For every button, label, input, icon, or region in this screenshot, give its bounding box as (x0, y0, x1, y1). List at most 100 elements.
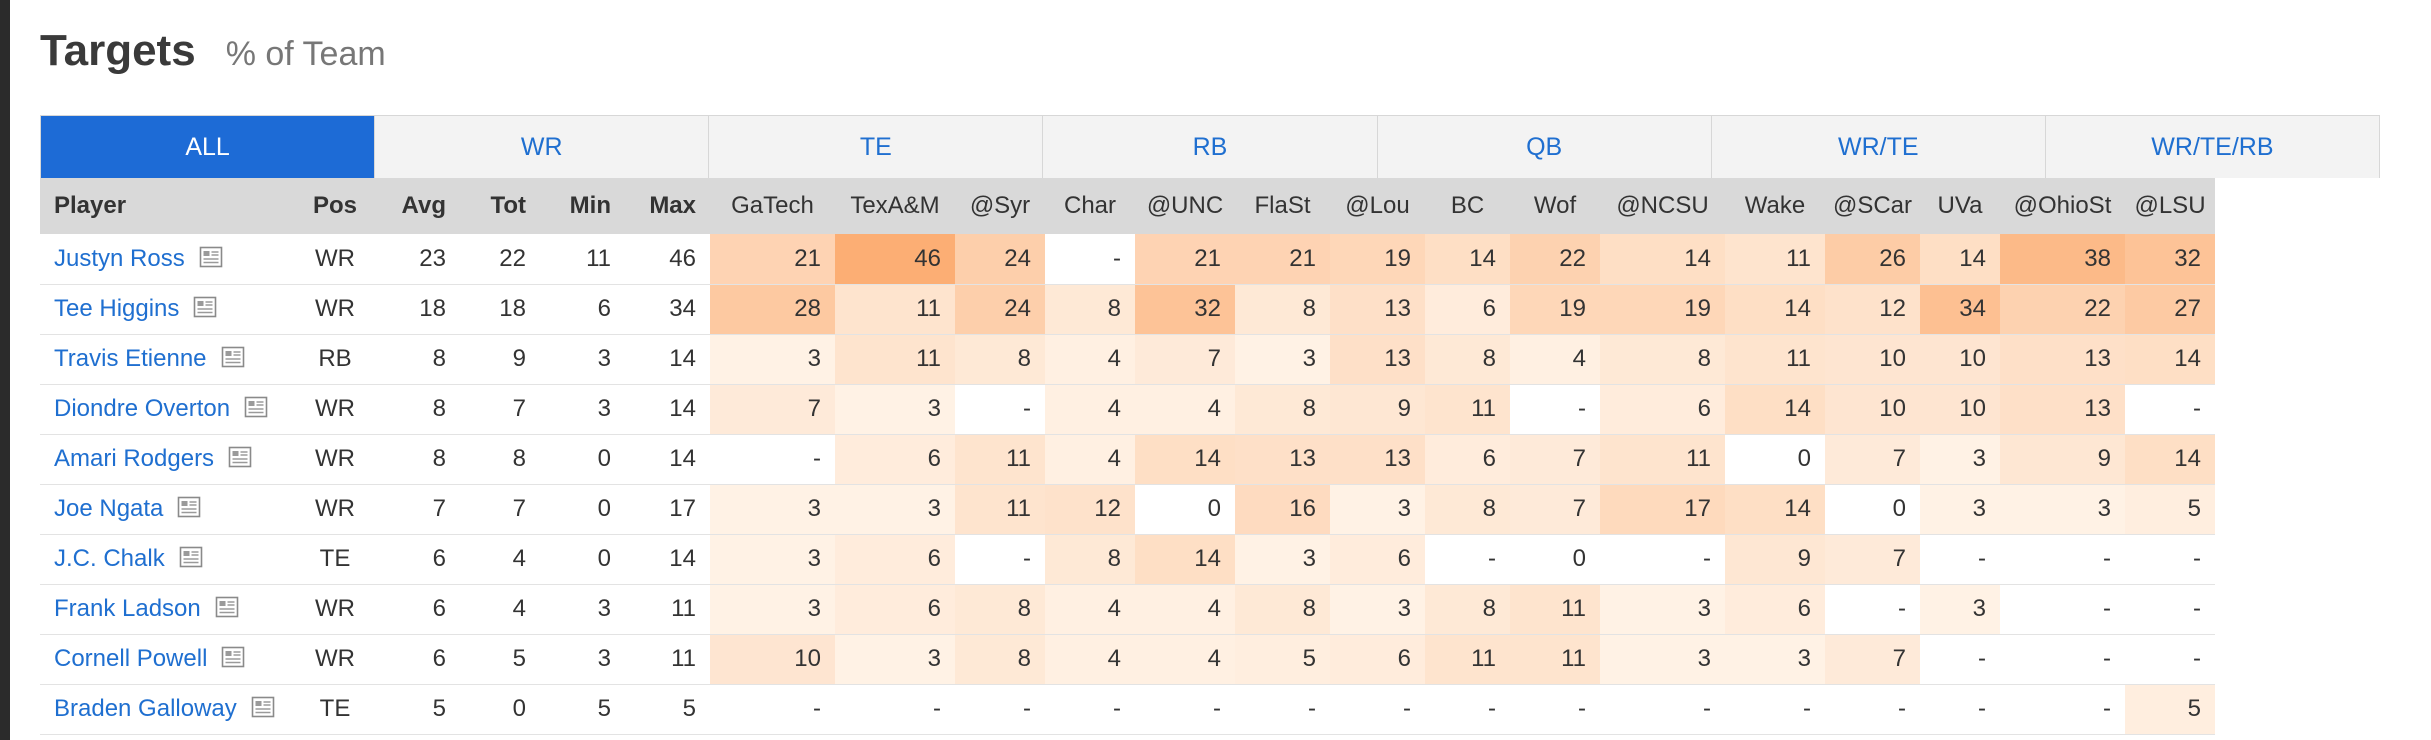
table-row: Diondre Overton WR 8 7 3 14 7 3-4 4 8 9 11-6 14 10 10 1… (40, 384, 2215, 434)
col-header-pos[interactable]: Pos (312, 192, 357, 219)
game-target-cell: 14 (1920, 234, 2000, 284)
news-icon[interactable] (251, 695, 275, 719)
game-target-cell: 11 (1425, 384, 1510, 434)
player-cell: Joe Ngata (40, 484, 290, 534)
game-target-cell: - (1578, 695, 1586, 722)
game-target-cell: 13 (2000, 334, 2125, 384)
col-header-opponent[interactable]: TexA&M (850, 192, 940, 219)
max-cell: 14 (669, 445, 696, 472)
news-icon[interactable] (221, 645, 245, 669)
col-header-opponent[interactable]: Wof (1533, 192, 1577, 219)
game-target-cell: 3 (1725, 634, 1825, 684)
tot-cell: 4 (512, 545, 526, 572)
targets-table: Player Pos Avg Tot Min Max GaTech TexA&M @Syr Cha… (40, 178, 2215, 735)
tab-te[interactable]: TE (708, 116, 1043, 178)
player-link[interactable]: J.C. Chalk (54, 545, 165, 572)
col-header-player[interactable]: Player (54, 192, 127, 219)
news-icon[interactable] (177, 495, 201, 519)
player-cell: Frank Ladson (40, 584, 290, 634)
pos-cell: WR (315, 595, 355, 622)
tab-qb[interactable]: QB (1376, 116, 1711, 178)
avg-cell: 8 (432, 445, 446, 472)
col-header-opponent[interactable]: Wake (1744, 192, 1806, 219)
player-link[interactable]: Joe Ngata (54, 495, 164, 522)
col-header-tot[interactable]: Tot (490, 192, 526, 219)
game-target-cell: 14 (1425, 234, 1510, 284)
col-header-avg[interactable]: Avg (401, 192, 446, 219)
player-link[interactable]: Justyn Ross (54, 244, 185, 272)
tab-wr[interactable]: WR (374, 116, 709, 178)
player-link[interactable]: Cornell Powell (54, 645, 208, 672)
game-target-cell: 11 (1425, 634, 1510, 684)
news-icon[interactable] (199, 245, 223, 269)
game-target-cell: - (1898, 695, 1906, 722)
col-header-opponent[interactable]: @Syr (969, 192, 1031, 219)
col-header-max[interactable]: Max (649, 192, 696, 219)
col-header-opponent[interactable]: GaTech (731, 192, 814, 219)
avg-cell: 7 (432, 495, 446, 522)
player-link[interactable]: Braden Galloway (54, 695, 237, 722)
player-link[interactable]: Travis Etienne (54, 345, 207, 372)
max-cell: 34 (669, 295, 696, 322)
game-target-cell: 3 (710, 534, 835, 584)
col-header-opponent[interactable]: BC (1450, 192, 1485, 219)
game-target-cell: 14 (1600, 234, 1725, 284)
col-header-opponent[interactable]: FlaSt (1254, 192, 1311, 219)
game-target-cell: 3 (1600, 634, 1725, 684)
tot-cell: 22 (499, 244, 526, 272)
tab-wr-te-rb[interactable]: WR/TE/RB (2044, 116, 2379, 178)
col-header-opponent[interactable]: @Lou (1345, 192, 1410, 219)
game-target-cell: 3 (1235, 334, 1330, 384)
min-cell: 6 (597, 295, 611, 322)
tab-all[interactable]: ALL (41, 116, 375, 178)
news-icon[interactable] (228, 445, 252, 469)
game-target-cell: 11 (1510, 634, 1600, 684)
game-target-cell: - (1978, 695, 1986, 722)
col-header-opponent[interactable]: UVa (1937, 192, 1983, 219)
news-icon[interactable] (179, 545, 203, 569)
player-link[interactable]: Frank Ladson (54, 595, 201, 622)
avg-cell: 8 (432, 345, 446, 372)
news-icon[interactable] (244, 395, 268, 419)
col-header-opponent[interactable]: @NCSU (1616, 192, 1709, 219)
news-icon[interactable] (215, 595, 239, 619)
pos-cell: WR (315, 395, 355, 422)
game-target-cell: 3 (710, 334, 835, 384)
avg-cell: 6 (432, 545, 446, 572)
game-target-cell: 0 (1892, 495, 1906, 522)
min-cell: 0 (597, 545, 611, 572)
game-target-cell: 13 (2000, 384, 2125, 434)
game-target-cell: 11 (1725, 234, 1825, 284)
player-link[interactable]: Diondre Overton (54, 395, 231, 422)
col-header-opponent[interactable]: @LSU (2134, 192, 2206, 219)
col-header-opponent[interactable]: Char (1063, 192, 1117, 219)
avg-cell: 6 (432, 645, 446, 672)
news-icon[interactable] (221, 345, 245, 369)
col-header-opponent[interactable]: @SCar (1832, 192, 1913, 219)
player-link[interactable]: Tee Higgins (54, 295, 180, 322)
game-target-cell: 6 (835, 584, 955, 634)
news-icon[interactable] (193, 295, 217, 319)
tab-rb[interactable]: RB (1042, 116, 1377, 178)
col-header-min[interactable]: Min (569, 192, 611, 219)
game-target-cell: 5 (2125, 484, 2215, 534)
player-link[interactable]: Amari Rodgers (54, 445, 215, 472)
tot-cell: 7 (512, 395, 526, 422)
game-target-cell: 10 (1825, 334, 1920, 384)
max-cell: 14 (669, 395, 696, 422)
game-target-cell: 3 (1330, 584, 1425, 634)
game-target-cell: 11 (835, 334, 955, 384)
game-target-cell: 32 (2125, 234, 2215, 284)
tab-wr-te[interactable]: WR/TE (1710, 116, 2045, 178)
game-target-cell: 7 (1825, 434, 1920, 484)
col-header-opponent[interactable]: @UNC (1146, 192, 1224, 219)
pos-cell: TE (319, 545, 351, 572)
col-header-opponent[interactable]: @OhioSt (2013, 192, 2112, 219)
game-target-cell: 21 (1235, 234, 1330, 284)
game-target-cell: 6 (1330, 634, 1425, 684)
game-target-cell: - (1403, 695, 1411, 722)
game-target-cell: 6 (835, 434, 955, 484)
player-cell: Tee Higgins (40, 284, 290, 334)
game-target-cell: - (1023, 545, 1031, 572)
game-target-cell: 14 (1725, 284, 1825, 334)
